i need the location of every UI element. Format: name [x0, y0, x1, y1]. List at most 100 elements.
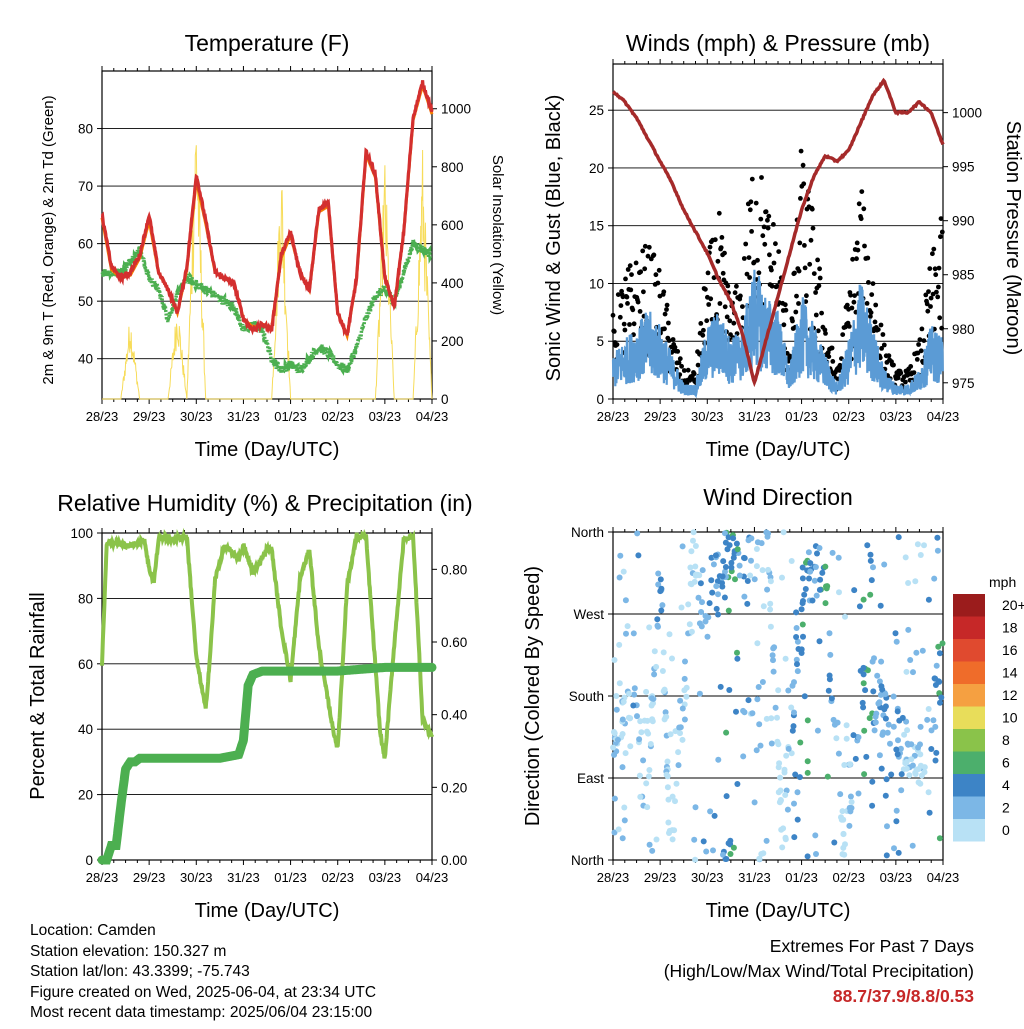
direction-point	[751, 576, 758, 583]
gust-point	[718, 245, 724, 251]
direction-point	[646, 841, 653, 848]
direction-point	[921, 764, 928, 771]
colorbar-swatch	[953, 819, 985, 842]
direction-point	[723, 856, 730, 862]
direction-point	[643, 688, 650, 695]
direction-point	[895, 534, 902, 541]
direction-point	[822, 563, 829, 570]
direction-point	[722, 568, 728, 575]
winds-xtick-label: 02/23	[832, 409, 865, 424]
direction-point	[794, 789, 801, 796]
winds-ytick-label: 5	[596, 334, 604, 349]
direction-point	[860, 596, 867, 603]
gust-point	[864, 301, 870, 306]
gust-point	[623, 276, 628, 282]
direction-point	[906, 772, 913, 779]
winds-ytick-label: 10	[589, 276, 604, 291]
figure-created: Figure created on Wed, 2025-06-04, at 23…	[30, 983, 377, 1001]
gust-point	[938, 234, 943, 240]
direction-point	[730, 554, 737, 561]
gust-point	[695, 362, 701, 368]
direction-point	[785, 745, 792, 752]
colorbar-swatch	[953, 616, 985, 639]
direction-xtick-label: 02/23	[832, 870, 865, 885]
direction-xtick-label: 29/23	[644, 870, 677, 885]
direction-point	[644, 728, 650, 735]
gust-point	[664, 302, 670, 308]
direction-point	[623, 630, 629, 637]
direction-point	[659, 668, 666, 674]
solar-insolation-line	[102, 145, 433, 400]
direction-point	[756, 721, 763, 728]
direction-point	[755, 684, 762, 690]
gust-point	[879, 346, 884, 351]
direction-point	[611, 829, 618, 836]
direction-point	[867, 551, 874, 558]
direction-point	[909, 842, 916, 849]
direction-point	[826, 630, 833, 637]
direction-point	[893, 818, 900, 825]
gust-point	[816, 283, 822, 289]
direction-point	[765, 566, 772, 573]
direction-point	[864, 542, 871, 549]
gust-point	[703, 286, 708, 292]
direction-point	[713, 605, 720, 612]
direction-point	[799, 564, 806, 571]
direction-point	[780, 529, 787, 536]
direction-point	[669, 655, 675, 662]
direction-point	[770, 645, 777, 652]
direction-point	[816, 638, 823, 645]
direction-point	[788, 558, 795, 564]
direction-point	[917, 723, 924, 730]
gust-point	[801, 181, 807, 187]
direction-point	[908, 756, 915, 763]
gust-point	[856, 201, 862, 207]
station-elevation: Station elevation: 150.327 m	[30, 942, 227, 960]
direction-point	[925, 706, 932, 712]
gust-point	[675, 349, 681, 354]
direction-point	[720, 851, 726, 858]
direction-point	[785, 687, 792, 694]
gust-point	[629, 272, 634, 277]
direction-point	[654, 622, 661, 629]
gust-point	[641, 289, 646, 295]
gust-point	[891, 362, 896, 368]
temperature-xtick-label: 28/23	[86, 409, 119, 424]
direction-point	[660, 688, 667, 695]
direction-point	[878, 658, 885, 665]
gust-point	[930, 251, 935, 257]
direction-point	[721, 594, 728, 601]
solar-y2tick-label: 200	[441, 334, 464, 349]
direction-point	[869, 802, 876, 809]
gust-point	[917, 337, 923, 342]
direction-point	[937, 699, 943, 706]
direction-point	[829, 549, 836, 556]
direction-point	[898, 771, 905, 778]
direction-point	[777, 774, 784, 781]
gust-point	[661, 289, 667, 295]
gust-point	[670, 337, 676, 342]
direction-ytick-label: East	[577, 771, 604, 786]
direction-point	[649, 847, 656, 854]
direction-point	[890, 723, 897, 730]
temperature-ytick-label: 80	[78, 122, 93, 137]
direction-point	[681, 675, 688, 682]
gust-point	[927, 266, 933, 271]
temperature-xlabel: Time (Day/UTC)	[194, 439, 340, 461]
gust-point	[933, 272, 939, 278]
direction-point	[775, 687, 782, 694]
direction-point	[744, 600, 751, 607]
direction-point	[643, 780, 650, 787]
direction-point	[793, 634, 800, 640]
direction-point	[613, 706, 620, 713]
winds-ytick-label: 25	[589, 103, 604, 118]
direction-point	[669, 793, 676, 800]
gust-point	[758, 216, 764, 222]
direction-point	[835, 554, 842, 561]
direction-point	[661, 716, 668, 723]
direction-point	[624, 623, 631, 630]
direction-point	[733, 708, 739, 715]
direction-point	[833, 735, 840, 742]
direction-point	[876, 678, 883, 685]
direction-point	[675, 762, 682, 769]
